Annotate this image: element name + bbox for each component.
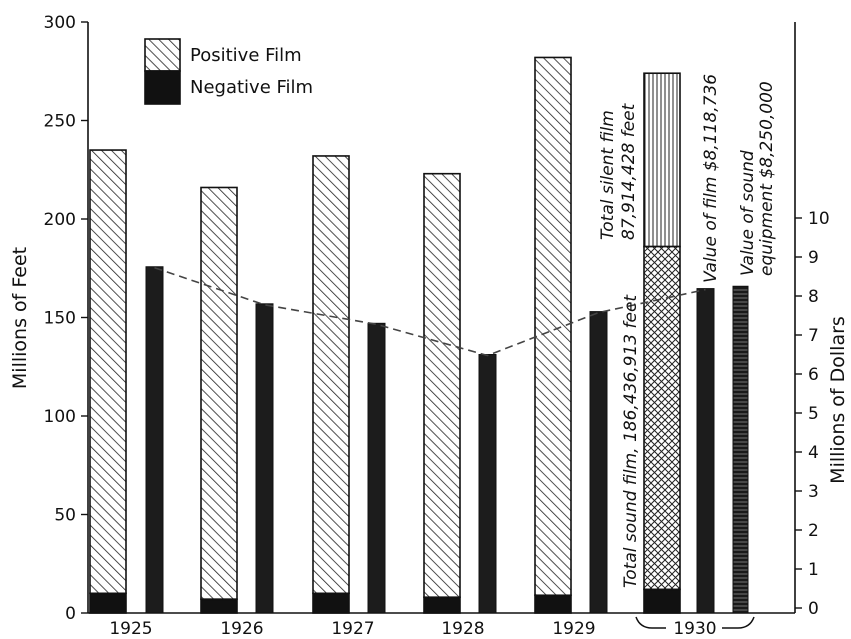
x-tick-label: 1928	[441, 619, 484, 639]
y-tick-label: 250	[44, 112, 76, 132]
bar-positive-film	[89, 149, 127, 595]
bracket-1930	[635, 616, 755, 629]
y2-tick-label: 2	[808, 521, 819, 541]
bar-film-value	[696, 288, 715, 614]
bar-negative-film	[534, 594, 572, 614]
bars	[89, 56, 749, 614]
annotation-sound-film: Total sound film, 186,436,913 feet	[621, 294, 641, 588]
x-tick-label: 1925	[109, 619, 152, 639]
bar-negative-film	[312, 592, 350, 614]
y2-tick-label: 10	[808, 209, 830, 229]
y2-tick-label: 4	[808, 443, 819, 463]
y2-tick-label: 7	[808, 326, 819, 346]
y-axis-title: Millions of Feet	[9, 247, 31, 389]
y2-tick-label: 3	[808, 482, 819, 502]
bar-negative-film	[89, 592, 127, 614]
annotation-sound-equipment-2: equipment $8,250,000	[757, 81, 777, 276]
y2-tick-label: 6	[808, 365, 819, 385]
bar-negative-film	[423, 596, 461, 614]
legend-label-negative: Negative Film	[190, 77, 313, 98]
y-tick-label: 200	[44, 210, 76, 230]
y-tick-label: 0	[65, 604, 76, 624]
y2-tick-label: 8	[808, 287, 819, 307]
bar-negative-film-1930	[643, 588, 681, 614]
annotation-value-film: Value of film $8,118,736	[701, 74, 721, 283]
x-tick-label: 1930	[673, 619, 716, 639]
bar-sound-film-1930	[643, 245, 681, 591]
annotation-silent-film-2: 87,914,428 feet	[619, 102, 639, 240]
legend: Positive Film Negative Film	[144, 38, 313, 105]
legend-swatch-negative	[144, 70, 181, 105]
bar-positive-film	[312, 155, 350, 595]
x-tick-label: 1926	[220, 619, 263, 639]
y2-tick-label: 1	[808, 560, 819, 580]
annotation-silent-film-1: Total silent film	[598, 110, 618, 240]
bar-film-value	[478, 354, 497, 614]
y-tick-label: 100	[44, 407, 76, 427]
bar-film-value	[589, 311, 608, 614]
bar-film-value	[145, 266, 164, 614]
y-tick-label: 150	[44, 309, 76, 329]
bar-negative-film	[200, 598, 238, 614]
bar-sound-equipment-1930	[732, 285, 749, 614]
bar-film-value	[255, 303, 274, 614]
value-trend-line	[154, 266, 706, 357]
x-tick-label: 1929	[552, 619, 595, 639]
y2-axis-title: Millions of Dollars	[827, 316, 849, 484]
x-tick-label: 1927	[331, 619, 374, 639]
y2-tick-label: 5	[808, 404, 819, 424]
trend-layer	[154, 266, 706, 357]
bar-silent-film-1930	[643, 72, 681, 248]
y-tick-label: 50	[54, 506, 76, 526]
legend-label-positive: Positive Film	[190, 45, 302, 66]
y2-tick-label: 9	[808, 248, 819, 268]
bar-positive-film	[534, 56, 572, 597]
y-tick-label: 300	[44, 13, 76, 33]
y2-tick-label: 0	[808, 599, 819, 619]
bar-positive-film	[200, 186, 238, 601]
annotation-sound-equipment-1: Value of sound	[738, 150, 758, 276]
bar-film-value	[367, 322, 386, 614]
labels: 0 50 100 150 200 250 300 0 1 2 3 4 5 6 7 8 9 10 1925 1926 19…	[44, 13, 830, 639]
legend-swatch-positive	[144, 38, 181, 72]
bar-positive-film	[423, 172, 461, 599]
